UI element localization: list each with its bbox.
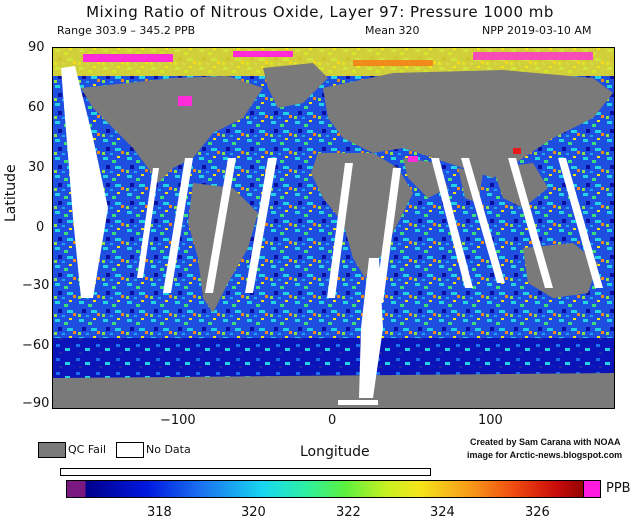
map-canvas	[53, 48, 614, 408]
lat-tick: 90	[28, 40, 45, 55]
colorbar-tick: 326	[525, 505, 550, 520]
lat-tick: 60	[28, 100, 45, 115]
source-text: NPP 2019-03-10 AM	[482, 24, 592, 37]
no-data-swatch	[116, 442, 144, 458]
range-text: Range 303.9 – 345.2 PPB	[57, 24, 196, 37]
colorbar-unit: PPB	[606, 481, 631, 496]
lon-tick: 100	[478, 413, 503, 428]
colorbar	[66, 480, 601, 498]
lon-tick: −100	[160, 413, 196, 428]
no-data-label: No Data	[146, 443, 191, 456]
lat-tick: −90	[22, 396, 50, 411]
qc-fail-swatch	[38, 442, 66, 458]
qc-fail-label: QC Fail	[68, 443, 107, 456]
lat-tick: −60	[22, 338, 50, 353]
scroll-strip	[60, 468, 431, 476]
x-axis-label: Longitude	[300, 444, 370, 460]
lat-tick: −30	[22, 278, 50, 293]
map-title: Mixing Ratio of Nitrous Oxide, Layer 97:…	[86, 3, 554, 21]
lat-tick: 0	[36, 220, 45, 235]
credit-line-2: image for Arctic-news.blogspot.com	[467, 450, 623, 460]
colorbar-tick: 324	[430, 505, 455, 520]
colorbar-tick: 320	[241, 505, 266, 520]
colorbar-tick: 322	[336, 505, 361, 520]
lat-tick: 30	[28, 160, 45, 175]
mean-text: Mean 320	[365, 24, 420, 37]
lon-tick: 0	[328, 413, 337, 428]
y-axis-label: Latitude	[3, 164, 19, 222]
credit-line-1: Created by Sam Carana with NOAA	[470, 437, 621, 447]
colorbar-tick: 318	[147, 505, 172, 520]
nitrous-oxide-map	[52, 47, 615, 409]
colorbar-overflow	[583, 480, 601, 498]
